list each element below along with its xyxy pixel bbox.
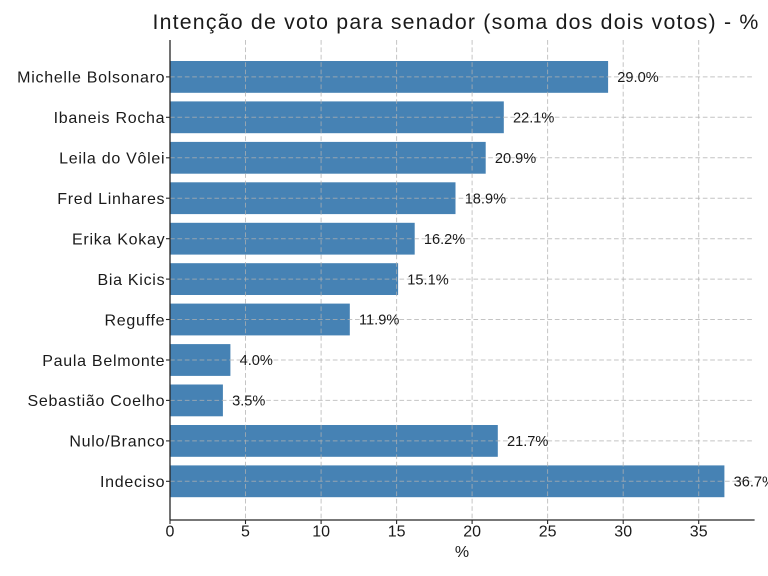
- svg-text:16.2%: 16.2%: [424, 232, 465, 248]
- svg-text:22.1%: 22.1%: [513, 111, 554, 127]
- svg-text:5: 5: [241, 524, 250, 541]
- svg-text:10: 10: [312, 524, 330, 541]
- svg-text:Paula Belmonte: Paula Belmonte: [42, 353, 165, 370]
- svg-text:Bia Kicis: Bia Kicis: [97, 272, 165, 289]
- svg-text:Indeciso: Indeciso: [100, 474, 165, 491]
- svg-text:Erika Kokay: Erika Kokay: [72, 232, 165, 249]
- svg-text:15.1%: 15.1%: [407, 272, 448, 288]
- svg-text:Michelle Bolsonaro: Michelle Bolsonaro: [17, 70, 165, 87]
- svg-text:21.7%: 21.7%: [507, 434, 548, 450]
- svg-text:20: 20: [463, 524, 481, 541]
- svg-text:Ibaneis Rocha: Ibaneis Rocha: [54, 110, 166, 127]
- svg-text:Intenção de voto para senador: Intenção de voto para senador (soma dos …: [152, 10, 759, 34]
- svg-text:4.0%: 4.0%: [240, 353, 273, 369]
- svg-text:20.9%: 20.9%: [495, 151, 536, 167]
- svg-text:Nulo/Branco: Nulo/Branco: [69, 434, 165, 451]
- svg-text:18.9%: 18.9%: [465, 191, 506, 207]
- svg-text:%: %: [455, 544, 469, 561]
- svg-text:35: 35: [690, 524, 708, 541]
- svg-text:36.7%: 36.7%: [734, 475, 768, 491]
- svg-text:3.5%: 3.5%: [232, 394, 265, 410]
- svg-text:15: 15: [388, 524, 406, 541]
- svg-text:Reguffe: Reguffe: [105, 312, 166, 329]
- svg-text:Leila do Vôlei: Leila do Vôlei: [59, 151, 165, 168]
- svg-text:29.0%: 29.0%: [617, 70, 658, 86]
- svg-text:Fred Linhares: Fred Linhares: [57, 191, 165, 208]
- svg-text:11.9%: 11.9%: [359, 313, 399, 329]
- svg-text:0: 0: [166, 524, 175, 541]
- svg-text:30: 30: [614, 524, 632, 541]
- svg-text:Sebastião Coelho: Sebastião Coelho: [27, 393, 165, 410]
- svg-text:25: 25: [539, 524, 557, 541]
